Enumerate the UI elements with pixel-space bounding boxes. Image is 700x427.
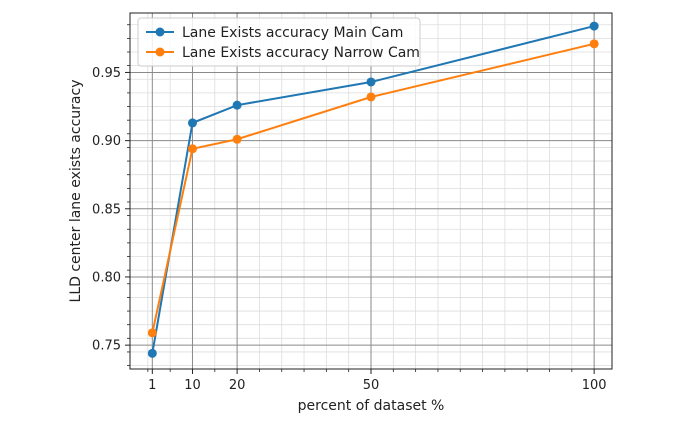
- legend-marker-main-cam: [155, 27, 165, 37]
- y-tick-label: 0.80: [92, 270, 121, 285]
- y-tick-label: 0.85: [92, 202, 121, 217]
- x-axis: 1 10 20 50 100: [147, 369, 607, 393]
- data-point-series-1: [232, 134, 242, 144]
- data-point-series-1: [147, 328, 157, 338]
- series-line-0: [151, 25, 595, 354]
- data-point-series-1: [366, 92, 376, 102]
- y-tick-label: 0.95: [92, 66, 121, 81]
- legend-box: [137, 17, 421, 67]
- data-point-series-0: [232, 100, 242, 110]
- x-tick-label: 1: [148, 378, 156, 393]
- data-point-series-0: [366, 77, 376, 87]
- data-point-series-0: [187, 118, 197, 128]
- x-axis-title: percent of dataset %: [298, 398, 445, 414]
- legend: Lane Exists accuracy Main Cam Lane Exist…: [137, 17, 421, 67]
- major-grid: [130, 13, 612, 369]
- y-axis-title: LLD center lane exists accuracy: [68, 80, 84, 303]
- legend-label-narrow-cam: Lane Exists accuracy Narrow Cam: [182, 45, 420, 61]
- legend-label-main-cam: Lane Exists accuracy Main Cam: [182, 25, 403, 41]
- data-point-series-1: [187, 144, 197, 154]
- series-layer: [147, 21, 599, 358]
- y-axis: 0.75 0.80 0.85 0.90 0.95: [92, 24, 130, 366]
- data-point-series-1: [589, 39, 599, 49]
- x-tick-label: 10: [184, 378, 201, 393]
- x-tick-label: 100: [582, 378, 607, 393]
- data-point-series-0: [147, 348, 157, 358]
- x-tick-label: 20: [229, 378, 246, 393]
- x-tick-label: 50: [363, 378, 380, 393]
- legend-marker-narrow-cam: [155, 47, 165, 57]
- y-tick-label: 0.90: [92, 134, 121, 149]
- data-point-series-0: [589, 21, 599, 31]
- y-tick-label: 0.75: [92, 339, 121, 354]
